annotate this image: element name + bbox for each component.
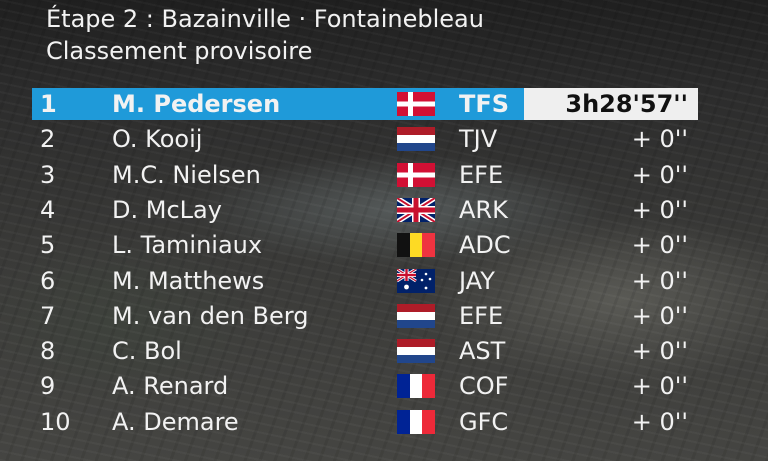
netherlands-flag-icon bbox=[397, 303, 435, 328]
rider-name: L. Taminiaux bbox=[112, 231, 263, 260]
denmark-flag-icon bbox=[397, 92, 435, 116]
netherlands-flag-icon bbox=[397, 339, 435, 364]
time-gap: + 0'' bbox=[631, 266, 688, 295]
france-flag-icon bbox=[397, 374, 435, 399]
team-code: TJV bbox=[459, 125, 498, 154]
rider-name: A. Demare bbox=[112, 407, 239, 436]
standings-subtitle: Classement provisoire bbox=[46, 37, 313, 65]
standings-row: 4 D. McLay ARK + 0'' bbox=[32, 194, 698, 226]
standings-row-leader: 1 M. Pedersen TFS 3h28'57'' bbox=[32, 88, 698, 120]
rank-position: 10 bbox=[40, 407, 71, 436]
time-gap: + 0'' bbox=[631, 125, 688, 154]
team-code: ADC bbox=[459, 231, 511, 260]
rank-position: 1 bbox=[40, 90, 57, 118]
australia-flag-icon bbox=[397, 268, 435, 293]
time-gap: + 0'' bbox=[631, 372, 688, 401]
standings-row: 7 M. van den Berg EFE + 0'' bbox=[32, 300, 698, 332]
rank-position: 8 bbox=[40, 337, 56, 366]
rider-name: M. van den Berg bbox=[112, 301, 309, 330]
standings-row: 3 M.C. Nielsen EFE + 0'' bbox=[32, 159, 698, 191]
denmark-flag-icon bbox=[397, 162, 435, 187]
belgium-flag-icon bbox=[397, 233, 435, 258]
time-gap: + 0'' bbox=[631, 160, 688, 189]
rider-name: C. Bol bbox=[112, 337, 182, 366]
rank-position: 5 bbox=[40, 231, 56, 260]
team-code: COF bbox=[459, 372, 509, 401]
rank-position: 4 bbox=[40, 195, 56, 224]
rider-name: M. Pedersen bbox=[112, 90, 281, 118]
time-gap: + 0'' bbox=[631, 301, 688, 330]
rider-name: M.C. Nielsen bbox=[112, 160, 261, 189]
standings-row: 10 A. Demare GFC + 0'' bbox=[32, 406, 698, 438]
team-code: ARK bbox=[459, 195, 508, 224]
rank-position: 3 bbox=[40, 160, 56, 189]
netherlands-flag-icon bbox=[397, 127, 435, 152]
standings-row: 9 A. Renard COF + 0'' bbox=[32, 370, 698, 402]
rank-position: 2 bbox=[40, 125, 56, 154]
time-gap: + 0'' bbox=[631, 407, 688, 436]
time-gap: + 0'' bbox=[631, 195, 688, 224]
rider-name: D. McLay bbox=[112, 195, 222, 224]
rank-position: 9 bbox=[40, 372, 56, 401]
time-gap: + 0'' bbox=[631, 337, 688, 366]
team-code: EFE bbox=[459, 160, 504, 189]
rank-position: 6 bbox=[40, 266, 56, 295]
rider-name: A. Renard bbox=[112, 372, 229, 401]
team-code: AST bbox=[459, 337, 506, 366]
team-code: TFS bbox=[459, 90, 510, 118]
team-code: EFE bbox=[459, 301, 504, 330]
uk-flag-icon bbox=[397, 197, 435, 222]
time-gap: + 0'' bbox=[631, 231, 688, 260]
standings-row: 2 O. Kooij TJV + 0'' bbox=[32, 123, 698, 155]
rank-position: 7 bbox=[40, 301, 56, 330]
standings-row: 6 M. Matthews JAY + 0'' bbox=[32, 265, 698, 297]
stage-title: Étape 2 : Bazainville · Fontainebleau bbox=[46, 5, 484, 33]
team-code: JAY bbox=[459, 266, 495, 295]
standings-row: 5 L. Taminiaux ADC + 0'' bbox=[32, 229, 698, 261]
team-code: GFC bbox=[459, 407, 509, 436]
standings-row: 8 C. Bol AST + 0'' bbox=[32, 335, 698, 367]
leader-time: 3h28'57'' bbox=[524, 88, 698, 120]
rider-name: O. Kooij bbox=[112, 125, 203, 154]
france-flag-icon bbox=[397, 409, 435, 434]
rider-name: M. Matthews bbox=[112, 266, 265, 295]
